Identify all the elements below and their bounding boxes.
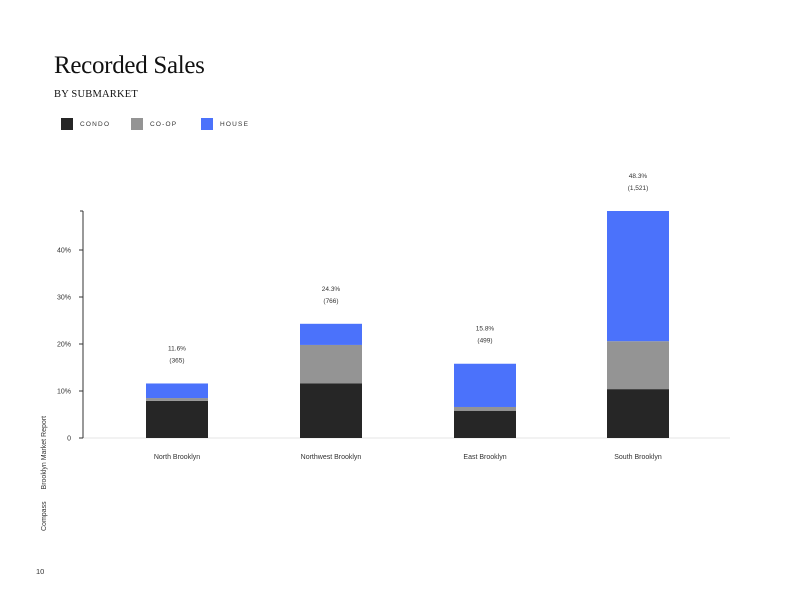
legend-swatch-house — [201, 118, 213, 130]
bar-segment-coop — [300, 344, 362, 384]
bar-count-label: (766) — [323, 298, 338, 305]
legend-swatch-coop — [131, 118, 143, 130]
page-subtitle: BY SUBMARKET — [54, 89, 138, 100]
bar-segment-house — [454, 363, 516, 407]
bar-segment-house — [146, 383, 208, 399]
bar-total-label: 24.3% — [322, 286, 341, 293]
x-category-label: North Brooklyn — [154, 454, 200, 461]
legend-label-coop: CO-OP — [150, 120, 178, 128]
y-tick-label: 30% — [57, 295, 71, 302]
side-footer-label: Compass Brooklyn Market Report — [41, 406, 48, 531]
y-tick-label: 20% — [57, 342, 71, 349]
legend-swatch-condo — [61, 118, 73, 130]
y-tick-label: 40% — [57, 248, 71, 255]
bar-segment-condo — [607, 389, 669, 438]
bar-total-label: 11.6% — [168, 345, 186, 352]
y-tick-label: 0 — [67, 436, 71, 443]
legend-label-house: HOUSE — [220, 120, 250, 128]
x-category-label: Northwest Brooklyn — [301, 454, 362, 461]
x-category-label: East Brooklyn — [463, 454, 506, 461]
bar-total-label: 48.3% — [629, 173, 648, 180]
bar-segment-house — [607, 211, 669, 342]
legend-label-condo: CONDO — [80, 120, 111, 128]
legend-item-house: HOUSE — [201, 118, 249, 130]
bar-segment-coop — [146, 398, 208, 401]
legend-item-coop: CO-OP — [131, 118, 177, 130]
side-brand: Compass — [41, 501, 48, 531]
bar-count-label: (499) — [477, 338, 492, 345]
bar-count-label: (1,521) — [628, 185, 649, 192]
bar-segment-condo — [146, 400, 208, 438]
bar-segment-coop — [454, 406, 516, 411]
bar-segment-coop — [607, 341, 669, 390]
bar-segment-condo — [300, 383, 362, 438]
bar-segment-house — [300, 323, 362, 345]
bar-total-label: 15.8% — [476, 326, 495, 333]
x-category-label: South Brooklyn — [614, 454, 662, 461]
bar-count-label: (365) — [169, 357, 184, 364]
bar-segment-condo — [454, 410, 516, 438]
page-title: Recorded Sales — [54, 52, 205, 79]
page-number: 10 — [36, 567, 45, 576]
side-report-name: Brooklyn Market Report — [41, 415, 48, 490]
y-tick-label: 10% — [57, 389, 71, 396]
legend-item-condo: CONDO — [61, 118, 110, 130]
